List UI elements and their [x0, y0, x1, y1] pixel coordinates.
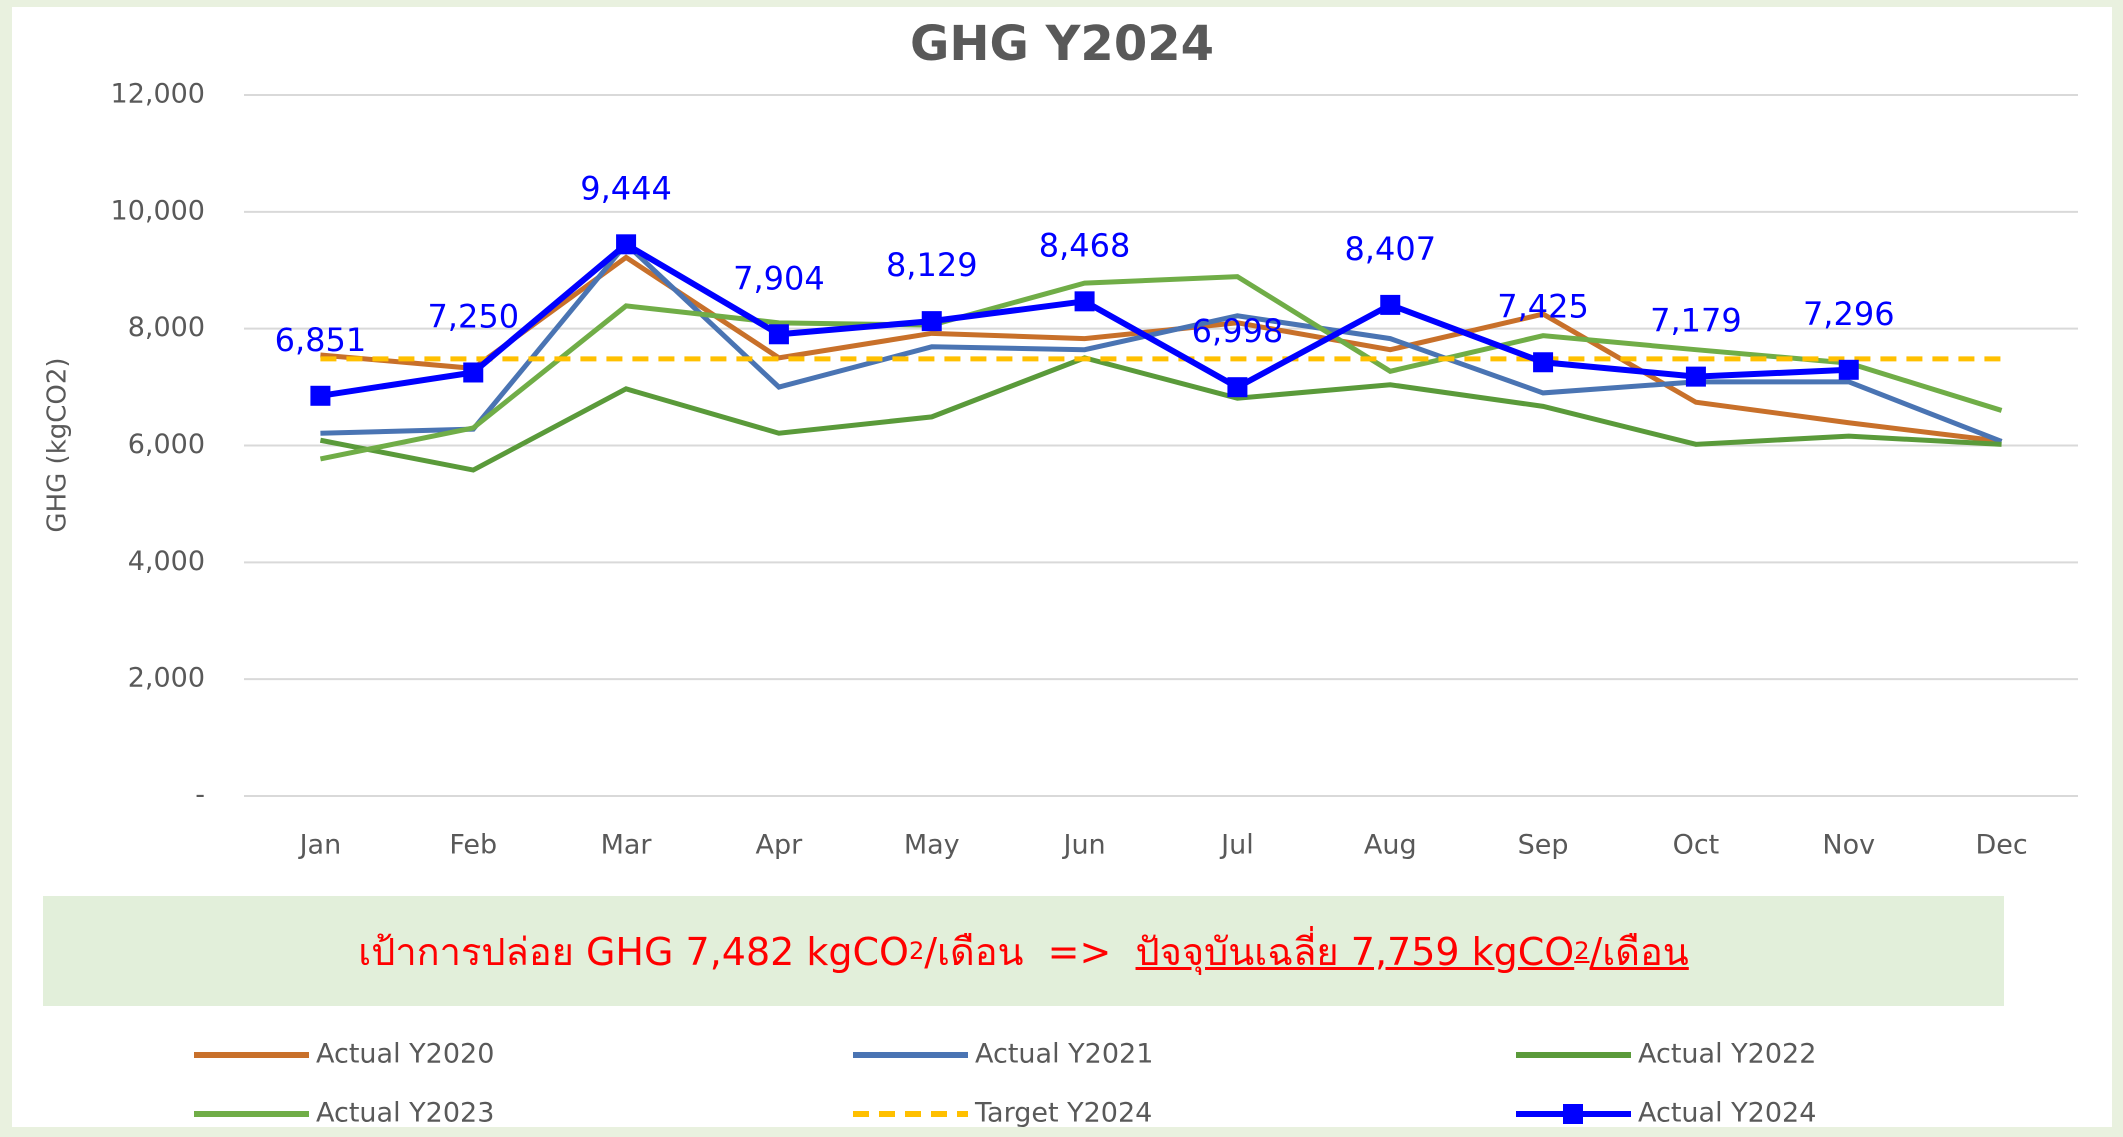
x-tick-label: Apr	[756, 830, 804, 861]
banner-text: 2	[908, 937, 925, 965]
marker	[463, 362, 484, 383]
marker	[768, 324, 789, 345]
y-tick-label: 4,000	[128, 546, 205, 577]
data-label: 8,129	[886, 246, 978, 284]
chart-title: GHG Y2024	[910, 16, 1214, 72]
data-label: 7,904	[733, 259, 825, 297]
legend-label: Actual Y2022	[1638, 1039, 1816, 1070]
legend-label: Actual Y2024	[1638, 1098, 1816, 1129]
data-label: 7,425	[1497, 287, 1589, 325]
banner-text: ปัจจุบันเฉลี่ย 7,759 kgCO	[1135, 929, 1575, 974]
x-tick-label: Nov	[1822, 830, 1875, 861]
series-line	[320, 240, 2003, 444]
x-tick-label: Jun	[1061, 830, 1105, 861]
x-tick-label: Aug	[1364, 830, 1417, 861]
marker	[921, 311, 942, 332]
x-tick-label: Oct	[1673, 830, 1720, 861]
marker	[1074, 291, 1095, 312]
data-label: 8,468	[1039, 226, 1131, 264]
legend-label: Actual Y2020	[316, 1039, 494, 1070]
data-label: 7,179	[1650, 302, 1742, 340]
data-label: 8,407	[1344, 230, 1436, 268]
x-tick-label: Sep	[1518, 830, 1569, 861]
legend-label: Actual Y2023	[316, 1098, 494, 1129]
banner: เป้าการปล่อย GHG 7,482 kgCO 2/เดือน => ปั…	[43, 896, 2004, 1006]
x-tick-label: Jul	[1219, 830, 1254, 861]
banner-text: /เดือน =>	[924, 929, 1136, 974]
x-tick-label: Feb	[449, 830, 497, 861]
data-label: 7,250	[427, 297, 519, 335]
marker	[1838, 359, 1859, 380]
marker	[1380, 294, 1401, 315]
marker	[1227, 377, 1248, 398]
series-line	[319, 355, 2002, 473]
banner-text: /เดือน	[1589, 929, 1689, 974]
data-label: 7,296	[1803, 295, 1895, 333]
legend-label: Target Y2024	[974, 1098, 1152, 1129]
y-tick-label: 10,000	[111, 195, 205, 226]
legend-marker	[1563, 1104, 1583, 1124]
series-line	[319, 274, 2003, 462]
x-tick-label: Dec	[1975, 830, 2027, 861]
data-label: 9,444	[580, 169, 672, 207]
y-tick-label: 8,000	[128, 312, 205, 343]
y-tick-label: 6,000	[128, 429, 205, 460]
banner-text: 2	[1574, 937, 1590, 965]
x-tick-label: Mar	[601, 830, 653, 861]
data-label: 6,851	[275, 321, 367, 359]
marker	[616, 234, 637, 255]
legend-label: Actual Y2021	[975, 1039, 1153, 1070]
marker	[310, 385, 331, 406]
x-tick-label: Jan	[298, 830, 342, 861]
marker	[1533, 352, 1554, 373]
y-tick-label: 2,000	[128, 663, 205, 694]
y-axis-label: GHG (kgCO2)	[43, 357, 73, 532]
data-label: 6,998	[1192, 312, 1284, 350]
y-tick-label: -	[195, 780, 205, 811]
x-tick-label: May	[904, 830, 960, 861]
banner-text: เป้าการปล่อย GHG 7,482 kgCO	[358, 929, 909, 974]
marker	[1685, 366, 1706, 387]
y-tick-label: 12,000	[111, 79, 205, 110]
